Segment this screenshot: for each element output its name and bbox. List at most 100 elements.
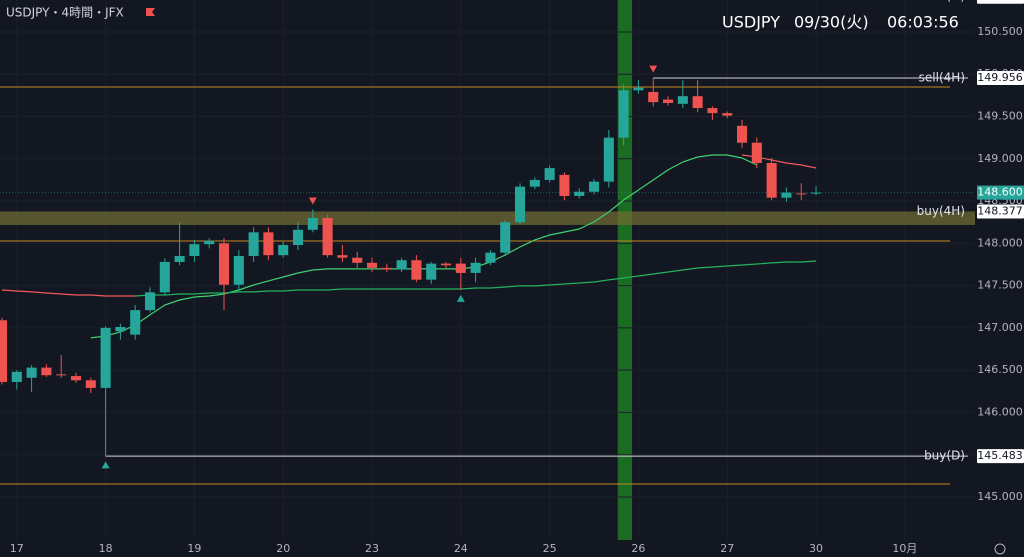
candle-body [529, 179, 540, 187]
level-label: sell(4H) [919, 70, 965, 84]
candle-body [500, 222, 511, 253]
candle-body [411, 260, 422, 280]
x-tick-label: 24 [454, 542, 468, 555]
x-tick-label: 30 [809, 542, 823, 555]
current-price-tag [977, 185, 1024, 200]
x-tick-label: 23 [365, 542, 379, 555]
candle-body [366, 262, 378, 268]
candle-body [440, 263, 452, 266]
candle-body [544, 168, 555, 180]
candle-body [692, 96, 703, 109]
candle-body [707, 108, 718, 114]
x-tick-label: 20 [276, 542, 290, 555]
candle-body [470, 262, 481, 273]
level-label: buy(4H) [917, 204, 965, 218]
candle-body [618, 90, 629, 138]
candle-body [574, 191, 585, 196]
y-tick-label: 145.000 [977, 490, 1023, 503]
candle-body [337, 255, 348, 258]
price-tag-label: 150.917 [977, 0, 1023, 3]
candle-body [100, 327, 111, 388]
candle-body [781, 192, 792, 198]
candle-body [218, 243, 230, 285]
candle-body [26, 367, 37, 378]
candle-body [189, 244, 200, 257]
candle-body [426, 263, 437, 280]
candle-body [352, 257, 363, 263]
clock-symbol: USDJPY [722, 13, 780, 32]
price-tag [977, 0, 1024, 4]
highlight-band [617, 0, 633, 540]
candle-body [381, 267, 392, 270]
candle-body [41, 367, 52, 376]
y-tick-label: 147.000 [977, 321, 1023, 334]
candle-body [514, 186, 526, 223]
clock-date: 09/30(火) [794, 13, 869, 32]
candle-body [633, 87, 644, 91]
symbol-label: USDJPY・4時間・JFX [6, 6, 124, 20]
x-tick-label: 25 [543, 542, 557, 555]
y-tick-label: 147.500 [977, 279, 1023, 292]
y-tick-label: 149.000 [977, 152, 1023, 165]
candle-body [811, 192, 822, 194]
candle-body [248, 232, 259, 257]
x-tick-label: 17 [10, 542, 24, 555]
candle-body [322, 217, 333, 256]
price-tag-label: 149.956 [977, 71, 1023, 84]
candle-body [115, 327, 126, 332]
candle-body [663, 99, 674, 103]
candle-body [796, 193, 807, 195]
buy-zone [0, 211, 975, 225]
candle-body [263, 232, 274, 256]
candle-body [677, 96, 688, 104]
flag-icon [146, 8, 155, 16]
candle-body [588, 181, 600, 192]
y-tick-label: 146.500 [977, 363, 1023, 376]
level-label: sell(D) [926, 0, 965, 3]
moving-average [135, 260, 817, 297]
price-tag-label: 148.377 [977, 204, 1023, 217]
candle-body [144, 292, 156, 311]
price-tag-label: 145.483 [977, 449, 1023, 462]
candle-body [648, 91, 659, 103]
candle-body [130, 310, 141, 335]
current-price-label: 148.600 [977, 186, 1023, 199]
candle-body [0, 320, 8, 382]
candle-body [233, 256, 244, 285]
x-tick-label: 26 [631, 542, 645, 555]
candle-body [292, 229, 304, 246]
candle-body [455, 263, 466, 273]
candle-body [278, 245, 289, 256]
price-tag [977, 449, 1024, 464]
candle-body [722, 113, 733, 116]
y-tick-label: 146.000 [977, 405, 1023, 418]
plot-area [0, 0, 975, 540]
y-tick-label: 150.500 [977, 25, 1023, 38]
candle-body [307, 217, 318, 230]
x-tick-label: 19 [187, 542, 201, 555]
level-label: buy(D) [924, 449, 965, 463]
clock-time: 06:03:56 [887, 13, 959, 32]
candle-body [70, 376, 82, 381]
price-tag [977, 204, 1024, 219]
price-tag [977, 70, 1024, 85]
candle-body [85, 380, 96, 388]
candle-body [56, 374, 67, 376]
candle-body [159, 261, 170, 293]
candle-body [174, 256, 185, 262]
settings-icon [994, 543, 1006, 555]
y-tick-label: 148.000 [977, 236, 1023, 249]
candle-body [603, 137, 614, 182]
candle-body [751, 142, 762, 164]
buy-signal [456, 294, 465, 302]
sell-signal [649, 65, 658, 73]
x-tick-label: 18 [99, 542, 113, 555]
candle-body [485, 252, 496, 263]
candle-body [766, 163, 777, 198]
x-tick-label: 10月 [892, 542, 917, 555]
y-tick-label: 149.500 [977, 110, 1023, 123]
candle-body [204, 240, 215, 245]
x-tick-label: 27 [720, 542, 734, 555]
